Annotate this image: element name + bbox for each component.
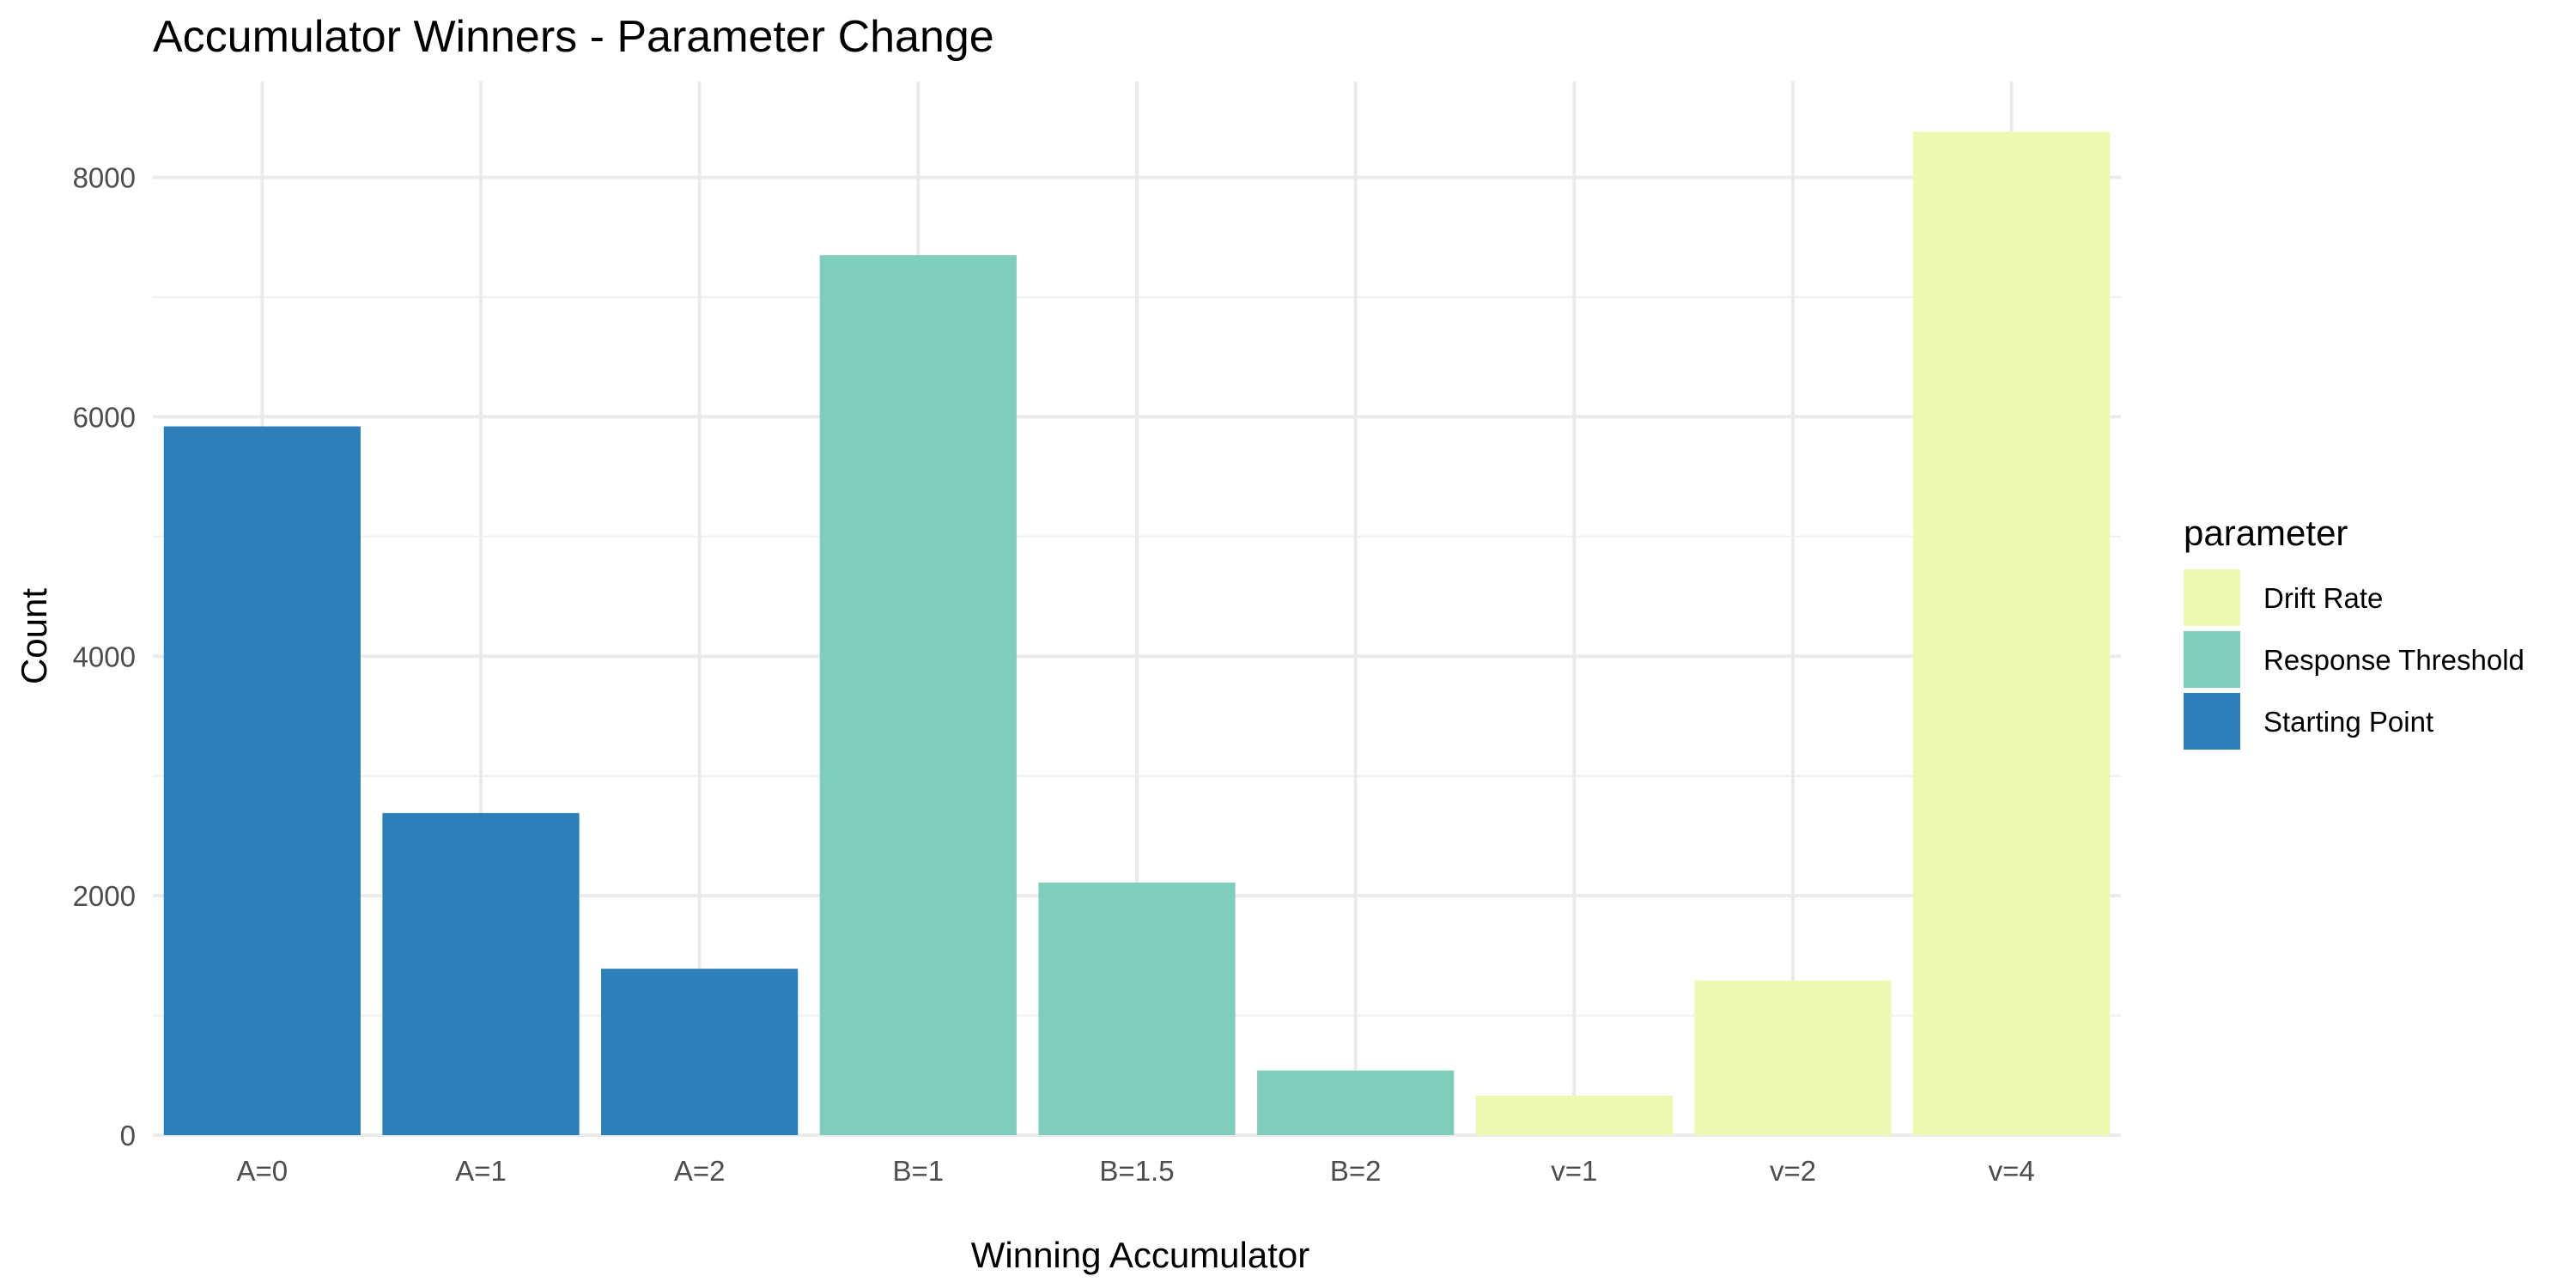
bar-A=1 [382,812,580,1135]
x-axis-ticks: A=0 A=1 A=2 B=1 B=1.5 B=2 v=1 v=2 v=4 [237,1155,2035,1187]
legend-label: Response Threshold [2263,644,2524,676]
x-tick-label: A=1 [455,1155,507,1187]
x-axis-title: Winning Accumulator [971,1235,1310,1275]
chart-title: Accumulator Winners - Parameter Change [153,12,994,62]
legend-key [2184,631,2240,688]
y-tick-label: 6000 [73,401,136,433]
legend-key [2184,569,2240,626]
x-tick-label: B=1.5 [1099,1155,1174,1187]
bars [163,131,2111,1136]
bar-v=1 [1475,1095,1673,1135]
x-tick-label: v=4 [1989,1155,2035,1187]
bar-B=2 [1257,1070,1455,1135]
legend: parameter Drift Rate Response Threshold St… [2184,513,2524,750]
x-tick-label: A=2 [674,1155,726,1187]
legend-label: Starting Point [2263,706,2433,738]
legend-title: parameter [2184,513,2348,553]
y-tick-label: 0 [120,1120,136,1151]
y-tick-label: 2000 [73,880,136,912]
y-axis-ticks: 0 2000 4000 6000 8000 [73,162,136,1151]
bar-A=2 [601,969,799,1135]
y-axis-title: Count [14,588,54,684]
x-tick-label: A=0 [237,1155,289,1187]
x-tick-label: B=1 [893,1155,945,1187]
bar-B=1 [819,255,1017,1135]
x-tick-label: v=2 [1770,1155,1816,1187]
legend-label: Drift Rate [2263,582,2383,614]
bar-B=1.5 [1038,882,1236,1135]
x-tick-label: B=2 [1330,1155,1382,1187]
bar-v=4 [1913,131,2111,1135]
bar-v=2 [1694,981,1892,1135]
y-tick-label: 8000 [73,162,136,194]
bar-A=0 [163,426,361,1136]
legend-key [2184,693,2240,750]
y-tick-label: 4000 [73,641,136,672]
x-tick-label: v=1 [1551,1155,1597,1187]
